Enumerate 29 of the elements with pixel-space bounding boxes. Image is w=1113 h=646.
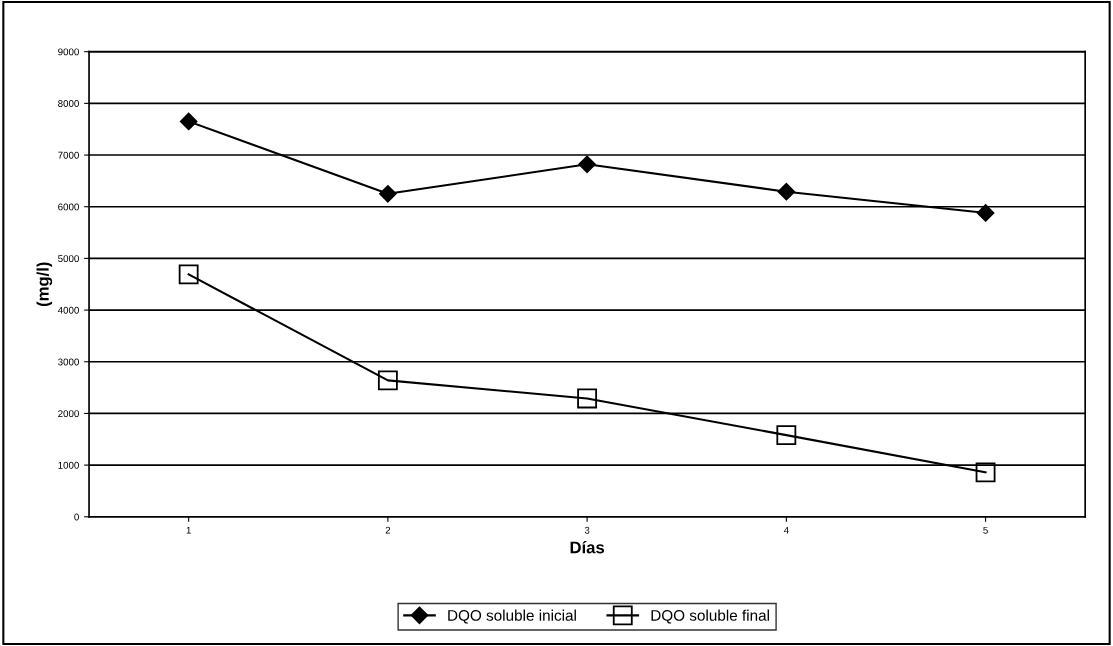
point	[578, 155, 596, 174]
y-tick-label: 0	[74, 513, 79, 521]
y-axis-title: (mg/l)	[36, 262, 53, 307]
y-tick-label: 9000	[58, 48, 79, 56]
x-tick-label: 1	[186, 526, 191, 534]
y-tick-label: 3000	[58, 358, 79, 366]
legend-label: DQO soluble inicial	[448, 609, 576, 624]
point	[377, 370, 398, 391]
x-tick-label: 4	[783, 526, 789, 534]
y-tick-label: 7000	[58, 151, 79, 159]
point	[179, 112, 198, 131]
point	[577, 388, 598, 409]
y-tick-label: 8000	[58, 100, 79, 107]
legend-label: DQO soluble final	[651, 609, 769, 624]
point	[976, 204, 995, 222]
y-tick-label: 2000	[58, 410, 79, 418]
point	[776, 425, 797, 446]
x-tick-label: 5	[983, 526, 988, 534]
y-tick-label: 6000	[58, 203, 79, 211]
y-tick-label: 5000	[58, 255, 79, 263]
point	[975, 462, 996, 483]
y-tick-label: 4000	[57, 306, 79, 314]
x-tick-label: 2	[385, 526, 391, 534]
x-axis-title: Días	[570, 540, 605, 554]
point	[178, 264, 199, 285]
point	[777, 182, 796, 201]
x-tick-label: 3	[584, 526, 590, 534]
point	[379, 185, 397, 203]
y-tick-label: 1000	[58, 461, 79, 469]
